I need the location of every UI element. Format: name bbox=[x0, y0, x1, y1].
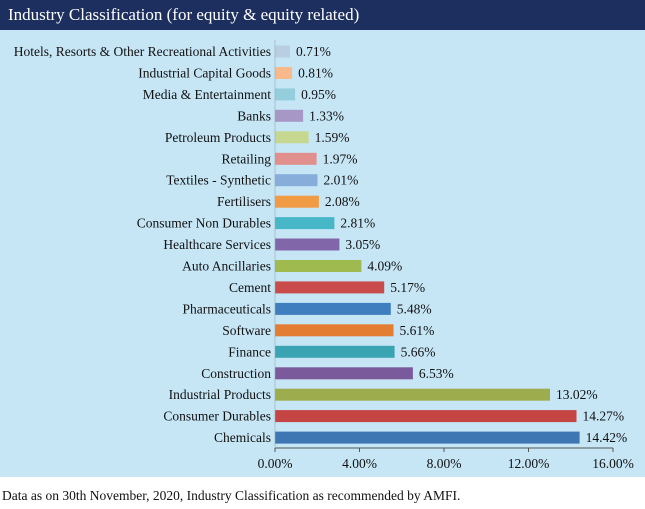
category-label: Auto Ancillaries bbox=[182, 259, 271, 274]
data-label: 5.61% bbox=[400, 323, 435, 338]
category-label: Pharmaceuticals bbox=[183, 301, 271, 316]
category-label: Media & Entertainment bbox=[143, 87, 271, 102]
data-label: 0.71% bbox=[296, 44, 331, 59]
bar bbox=[275, 109, 304, 122]
bar bbox=[275, 88, 296, 101]
data-label: 13.02% bbox=[556, 387, 598, 402]
data-label: 0.81% bbox=[298, 66, 333, 81]
category-label: Petroleum Products bbox=[165, 130, 271, 145]
chart-panel: Hotels, Resorts & Other Recreational Act… bbox=[0, 30, 645, 477]
bar bbox=[275, 410, 577, 423]
category-label: Chemicals bbox=[214, 430, 271, 445]
category-label: Software bbox=[222, 323, 271, 338]
data-label: 14.27% bbox=[583, 409, 625, 424]
category-label: Consumer Durables bbox=[163, 409, 271, 424]
category-label: Banks bbox=[237, 108, 271, 123]
data-label: 5.66% bbox=[401, 344, 436, 359]
category-label: Construction bbox=[201, 366, 271, 381]
bar bbox=[275, 345, 395, 358]
data-label: 1.97% bbox=[323, 151, 358, 166]
bar bbox=[275, 281, 385, 294]
bar-chart: Hotels, Resorts & Other Recreational Act… bbox=[14, 40, 634, 471]
data-label: 4.09% bbox=[367, 259, 402, 274]
category-label: Industrial Products bbox=[169, 387, 271, 402]
x-tick-label: 12.00% bbox=[508, 456, 550, 471]
data-label: 3.05% bbox=[345, 237, 380, 252]
x-tick-label: 8.00% bbox=[427, 456, 462, 471]
bar bbox=[275, 302, 391, 315]
bar bbox=[275, 324, 394, 337]
bar bbox=[275, 195, 319, 208]
bar bbox=[275, 67, 293, 79]
bar bbox=[275, 431, 580, 444]
data-label: 1.59% bbox=[315, 130, 350, 145]
category-label: Consumer Non Durables bbox=[137, 216, 271, 231]
bar bbox=[275, 388, 550, 401]
data-label: 0.95% bbox=[301, 87, 336, 102]
data-label: 2.81% bbox=[340, 216, 375, 231]
category-label: Finance bbox=[228, 344, 271, 359]
bar bbox=[275, 152, 317, 165]
category-label: Industrial Capital Goods bbox=[138, 66, 271, 81]
bar bbox=[275, 238, 340, 251]
bar bbox=[275, 45, 290, 58]
category-label: Healthcare Services bbox=[163, 237, 271, 252]
category-label: Textiles - Synthetic bbox=[166, 173, 271, 188]
data-label: 5.17% bbox=[390, 280, 425, 295]
category-label: Cement bbox=[229, 280, 271, 295]
category-label: Fertilisers bbox=[217, 194, 271, 209]
bar bbox=[275, 260, 362, 272]
data-label: 6.53% bbox=[419, 366, 454, 381]
bar bbox=[275, 217, 335, 230]
bar bbox=[275, 131, 309, 144]
data-label: 2.08% bbox=[325, 194, 360, 209]
x-tick-label: 4.00% bbox=[342, 456, 377, 471]
category-label: Hotels, Resorts & Other Recreational Act… bbox=[14, 44, 271, 59]
x-tick-label: 16.00% bbox=[592, 456, 634, 471]
category-label: Retailing bbox=[222, 151, 272, 166]
data-label: 14.42% bbox=[586, 430, 628, 445]
data-label: 5.48% bbox=[397, 301, 432, 316]
bar bbox=[275, 367, 413, 380]
footnote: Data as on 30th November, 2020, Industry… bbox=[2, 488, 461, 503]
data-label: 2.01% bbox=[324, 173, 359, 188]
chart-title: Industry Classification (for equity & eq… bbox=[8, 5, 360, 24]
bar bbox=[275, 174, 318, 187]
data-label: 1.33% bbox=[309, 108, 344, 123]
header-bar: Industry Classification (for equity & eq… bbox=[0, 0, 645, 30]
x-tick-label: 0.00% bbox=[258, 456, 293, 471]
